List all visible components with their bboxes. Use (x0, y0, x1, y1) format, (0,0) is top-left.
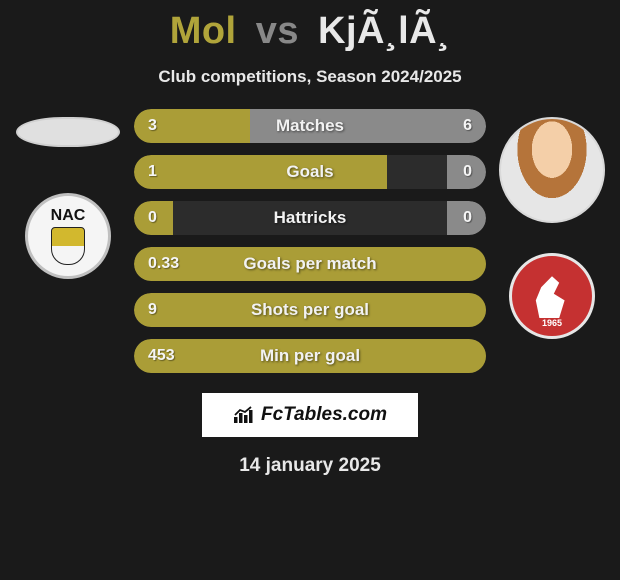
stats-column: 3Matches61Goals00Hattricks00.33Goals per… (128, 109, 492, 373)
stat-fill-left (134, 155, 387, 189)
stat-value-right: 6 (463, 117, 472, 135)
right-column: 1965 (492, 109, 612, 373)
main-row: NAC 3Matches61Goals00Hattricks00.33Goals… (0, 109, 620, 373)
stat-value-left: 1 (148, 163, 157, 181)
stat-fill-left (134, 247, 486, 281)
stat-bar: 0Hattricks0 (134, 201, 486, 235)
club-left-crest-icon (51, 227, 85, 265)
stat-fill-left (134, 293, 486, 327)
subtitle: Club competitions, Season 2024/2025 (0, 67, 620, 87)
player1-photo (16, 117, 120, 147)
vs-label: vs (256, 10, 299, 52)
stat-bar: 9Shots per goal (134, 293, 486, 327)
watermark-text: FcTables.com (261, 404, 387, 426)
player2-name: KjÃ¸lÃ¸ (318, 10, 450, 52)
chart-icon (233, 406, 255, 424)
stat-bar: 0.33Goals per match (134, 247, 486, 281)
comparison-card: Mol vs KjÃ¸lÃ¸ Club competitions, Season… (0, 0, 620, 580)
left-column: NAC (8, 109, 128, 373)
stat-value-left: 3 (148, 117, 157, 135)
player2-club-badge: 1965 (509, 253, 595, 339)
page-title: Mol vs KjÃ¸lÃ¸ (0, 10, 620, 53)
club-left-name: NAC (51, 207, 86, 225)
player1-club-badge: NAC (25, 193, 111, 279)
player1-name: Mol (170, 10, 237, 52)
stat-bar: 453Min per goal (134, 339, 486, 373)
stat-value-left: 9 (148, 301, 157, 319)
stat-value-right: 0 (463, 163, 472, 181)
club-right-year: 1965 (542, 318, 562, 328)
stat-bar: 3Matches6 (134, 109, 486, 143)
club-right-horse-icon (534, 274, 570, 318)
stat-fill-right (250, 109, 486, 143)
stat-value-left: 0 (148, 209, 157, 227)
stat-bar: 1Goals0 (134, 155, 486, 189)
player2-photo (499, 117, 605, 223)
date: 14 january 2025 (0, 455, 620, 477)
stat-value-left: 0.33 (148, 255, 179, 273)
stat-fill-left (134, 339, 486, 373)
watermark[interactable]: FcTables.com (202, 393, 418, 437)
stat-label: Hattricks (134, 208, 486, 228)
stat-value-left: 453 (148, 347, 175, 365)
stat-value-right: 0 (463, 209, 472, 227)
